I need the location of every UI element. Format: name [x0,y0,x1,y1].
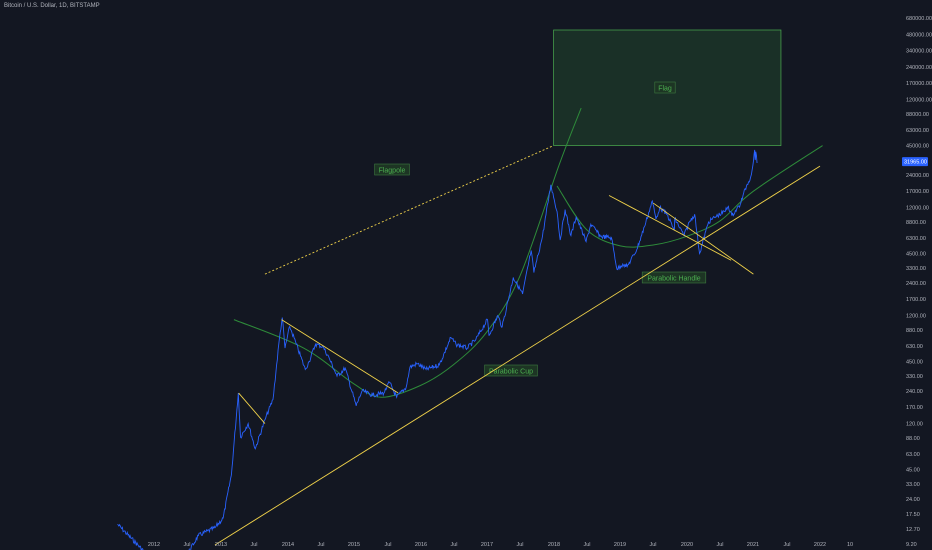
x-tick-label: Jul [450,542,457,548]
x-tick-label: Jul [516,542,523,548]
x-tick-label: Jul [583,542,590,548]
y-tick-label: 17.50 [906,512,920,518]
x-tick-label: Jul [317,542,324,548]
y-tick-label: 12000.00 [906,206,929,212]
y-tick-label: 680000.00 [906,16,932,22]
x-tick-label: Jul [250,542,257,548]
trendline [652,202,754,275]
y-tick-label: 9.20 [906,542,917,548]
y-tick-label: 33.00 [906,482,920,488]
price-line [117,149,758,550]
y-tick-label: 63000.00 [906,128,929,134]
x-tick-label: 2021 [747,542,759,548]
annotation-label-text: Flag [658,86,672,93]
y-tick-label: 340000.00 [906,49,932,55]
y-tick-label: 480000.00 [906,33,932,39]
trendline [281,319,399,394]
y-tick-label: 17000.00 [906,189,929,195]
y-tick-label: 45000.00 [906,144,929,150]
annotation-label-text: Flagpole [379,168,406,175]
trendline [608,195,732,261]
x-tick-label: 2017 [481,542,493,548]
y-tick-label: 24000.00 [906,173,929,179]
x-axis[interactable]: 2012 Jul 2013 Jul 2014 Jul 2015 Jul 2016 Jul 2017 J… [148,542,853,548]
annotation-label: Parabolic Handle [641,271,707,284]
last-price-badge: 31965.00 [902,157,928,167]
x-tick-label: 2013 [215,542,227,548]
y-tick-label: 88000.00 [906,112,929,118]
x-tick-label: 2022 [814,542,826,548]
annotation-label-text: Parabolic Cup [489,369,533,376]
y-tick-label: 45.00 [906,468,920,474]
annotation-label-box [654,81,676,94]
x-tick-label: 2012 [148,542,160,548]
x-tick-label: Jul [183,542,190,548]
y-tick-label: 24.00 [906,497,920,503]
annotation-label: Flagpole [374,163,410,176]
y-tick-label: 240.00 [906,389,923,395]
y-tick-label: 120000.00 [906,98,932,104]
x-tick-label: 2014 [282,542,294,548]
annotation-label-text: Parabolic Handle [647,276,700,283]
x-tick-label: Jul [649,542,656,548]
x-tick-label: Jul [384,542,391,548]
y-tick-label: 1200.00 [906,314,926,320]
x-tick-label: Jul [716,542,723,548]
annotation-layer-front: Flag Flagpole Parabolic Cup Parabolic Handl… [214,81,821,546]
annotation-label: Flag [654,81,676,94]
flagpole-dashed-line [264,145,554,275]
y-tick-label: 4500.00 [906,252,926,258]
x-tick-label: 2020 [681,542,693,548]
x-tick-label: 2016 [415,542,427,548]
x-tick-label: 10 [847,542,853,548]
y-tick-label: 63.00 [906,452,920,458]
annotation-label: Parabolic Cup [484,364,538,377]
x-tick-label: Jul [783,542,790,548]
y-tick-label: 240000.00 [906,65,932,71]
y-tick-label: 120.00 [906,422,923,428]
last-price-text: 31965.00 [904,160,927,166]
trendline [214,165,821,546]
y-tick-label: 8800.00 [906,220,926,226]
y-tick-label: 170000.00 [906,81,932,87]
chart-title: Bitcoin / U.S. Dollar, 1D, BITSTAMP [4,3,100,9]
y-tick-label: 170.00 [906,405,923,411]
price-series [117,149,758,550]
y-tick-label: 3300.00 [906,266,926,272]
y-tick-label: 330.00 [906,374,923,380]
y-tick-label: 88.00 [906,436,920,442]
last-price-badge-box [902,157,928,167]
y-tick-label: 450.00 [906,360,923,366]
x-tick-label: 2018 [548,542,560,548]
parabolic-cup-curve [233,107,582,398]
x-tick-label: 2019 [614,542,626,548]
y-tick-label: 2400.00 [906,281,926,287]
y-tick-label: 1700.00 [906,297,926,303]
parabolic-handle-curve [556,145,823,248]
y-tick-label: 12.70 [906,527,920,533]
y-tick-label: 880.00 [906,328,923,334]
y-tick-label: 630.00 [906,344,923,350]
y-tick-label: 6300.00 [906,236,926,242]
trendline [238,392,266,424]
x-tick-label: 2015 [348,542,360,548]
annotation-label-box [484,364,538,377]
annotation-label-box [374,163,410,176]
y-axis[interactable]: 680000.00 480000.00 340000.00 240000.00 1700… [906,16,932,548]
